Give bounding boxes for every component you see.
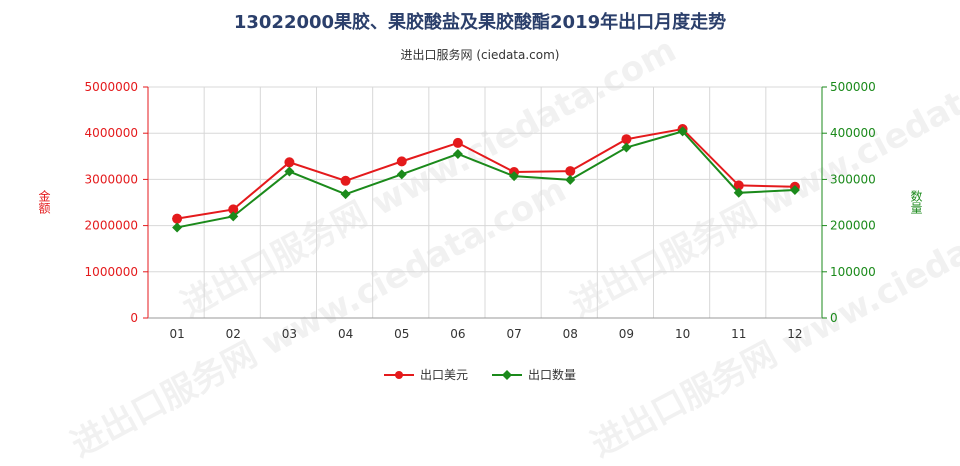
right-tick-label: 500000 [830,80,876,94]
y-axis-right-label: 数量 [909,190,923,214]
right-tick-label: 300000 [830,172,876,186]
left-axis: 0 1000000 2000000 3000000 4000000 5000000 [85,80,149,325]
left-tick-label: 3000000 [85,172,138,186]
legend-label-usd: 出口美元 [419,368,468,382]
x-tick-label: 02 [226,327,241,341]
x-tick-label: 04 [338,327,353,341]
right-tick-label: 0 [830,311,838,325]
point-qty-06 [452,148,463,159]
chart-subtitle: 进出口服务网 (ciedata.com) [400,48,560,62]
x-tick-label: 08 [563,327,578,341]
point-usd-06 [452,137,463,148]
point-usd-03 [284,157,295,168]
legend: 出口美元 出口数量 [0,366,960,383]
series-layer [172,124,800,233]
legend-line-red-icon [383,370,414,379]
left-tick-label: 5000000 [85,80,138,94]
chart-title: 13022000果胶、果胶酸盐及果胶酸酯2019年出口月度走势 [233,12,727,33]
x-tick-label: 01 [169,327,184,341]
x-tick-label: 05 [394,327,409,341]
legend-item-qty[interactable]: 出口数量 [492,366,576,383]
series-line-0 [176,127,795,220]
point-usd-04 [340,175,351,186]
point-usd-11 [733,180,744,191]
point-qty-11 [733,187,744,198]
legend-item-usd[interactable]: 出口美元 [383,366,468,383]
x-tick-label: 12 [787,327,802,341]
point-qty-05 [396,169,407,180]
point-qty-02 [228,211,239,222]
point-qty-03 [284,166,295,177]
x-axis: 01 02 03 04 05 06 07 08 09 10 11 12 [148,317,822,341]
point-usd-08 [565,166,576,177]
point-qty-09 [621,142,632,153]
right-tick-label: 400000 [830,126,876,140]
left-tick-label: 2000000 [85,219,138,233]
legend-label-qty: 出口数量 [528,368,577,382]
x-tick-label: 07 [506,327,521,341]
x-tick-label: 03 [282,327,297,341]
y-axis-left-label: 金额 [37,190,51,214]
point-qty-08 [565,174,576,185]
point-usd-02 [228,204,239,215]
right-tick-label: 100000 [830,265,876,279]
point-qty-01 [172,222,183,233]
x-tick-label: 06 [450,327,465,341]
left-tick-label: 1000000 [85,265,138,279]
legend-line-green-icon [492,369,522,380]
point-qty-07 [509,171,520,182]
x-tick-label: 09 [619,327,634,341]
point-usd-01 [172,213,183,224]
x-tick-label: 10 [675,327,690,341]
right-tick-label: 200000 [830,219,876,233]
series-line-1 [176,130,795,229]
point-usd-09 [621,134,632,145]
right-axis: 0 100000 200000 300000 400000 500000 [821,80,876,325]
left-tick-label: 0 [130,311,138,325]
x-tick-label: 11 [731,327,746,341]
point-qty-12 [789,185,800,196]
left-tick-label: 4000000 [85,126,138,140]
point-qty-04 [340,189,351,200]
point-usd-05 [396,156,407,167]
point-qty-10 [677,126,688,137]
